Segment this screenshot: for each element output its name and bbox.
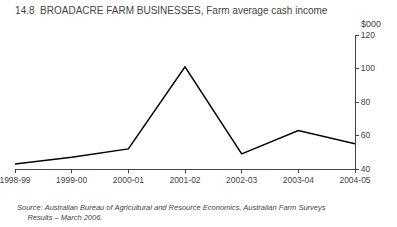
svg-text:14.8 BROADACRE FARM BUSINESSE: 14.8 BROADACRE FARM BUSINESSES, Farm ave…	[15, 5, 328, 16]
svg-text:1999-00: 1999-00	[56, 175, 87, 185]
svg-text:60: 60	[361, 130, 371, 140]
svg-text:80: 80	[361, 97, 371, 107]
svg-text:120: 120	[361, 30, 375, 40]
svg-text:1998-99: 1998-99	[0, 175, 31, 185]
svg-text:2000-01: 2000-01	[113, 175, 144, 185]
svg-text:2001-02: 2001-02	[169, 175, 200, 185]
svg-text:Source: Australian Bureau of A: Source: Australian Bureau of Agricultura…	[17, 203, 326, 222]
svg-text:2002-03: 2002-03	[226, 175, 257, 185]
svg-text:2004-05: 2004-05	[339, 175, 370, 185]
svg-text:100: 100	[361, 63, 375, 73]
svg-text:$000: $000	[361, 19, 381, 29]
svg-text:40: 40	[361, 164, 371, 174]
svg-text:2003-04: 2003-04	[283, 175, 314, 185]
